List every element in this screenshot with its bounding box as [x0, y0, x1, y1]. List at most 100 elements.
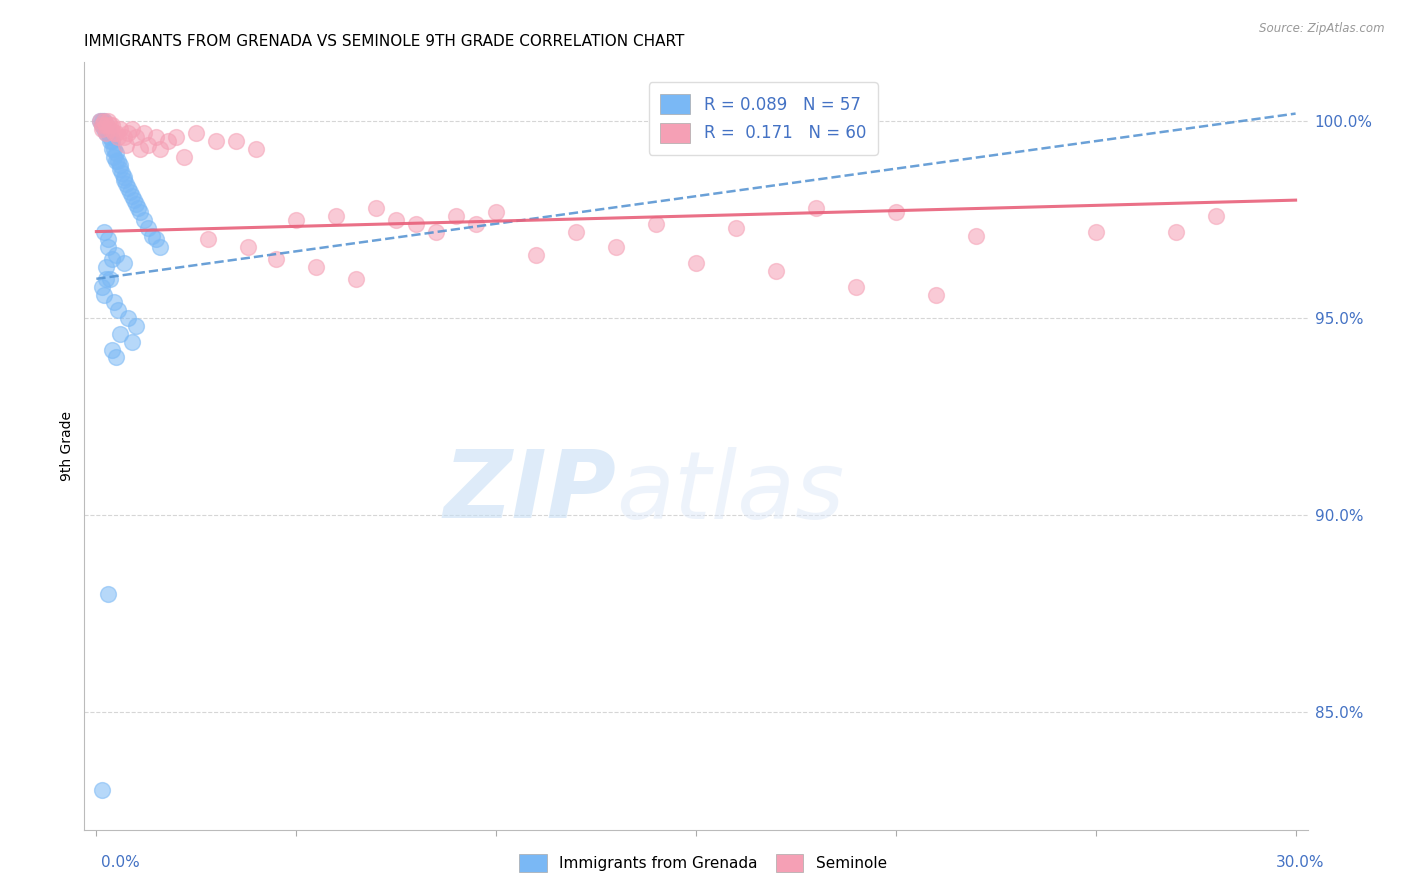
Point [136, 138, 159, 153]
Point [101, 142, 124, 156]
Legend: R = 0.089   N = 57, R =  0.171   N = 60: R = 0.089 N = 57, R = 0.171 N = 60 [648, 82, 877, 154]
Point [103, 150, 125, 164]
Point [91, 119, 114, 133]
Point [93, 225, 115, 239]
Point [111, 165, 134, 179]
Point [112, 169, 135, 184]
Point [101, 119, 124, 133]
Point [96, 260, 118, 274]
Point [96, 272, 118, 286]
Point [1205, 209, 1227, 223]
Point [344, 272, 367, 286]
Point [129, 142, 152, 156]
Point [110, 161, 132, 176]
Y-axis label: 9th Grade: 9th Grade [60, 411, 75, 481]
Point [96, 119, 118, 133]
Point [91, 279, 114, 293]
Point [110, 158, 132, 172]
Point [89, 114, 111, 128]
Point [103, 142, 125, 156]
Point [110, 122, 132, 136]
Point [465, 217, 488, 231]
Point [117, 311, 139, 326]
Point [925, 287, 948, 301]
Point [121, 334, 143, 349]
Point [93, 114, 115, 128]
Point [245, 142, 267, 156]
Point [103, 295, 125, 310]
Point [96, 119, 118, 133]
Point [96, 126, 118, 140]
Point [91, 119, 114, 133]
Point [91, 114, 114, 128]
Point [89, 114, 111, 128]
Point [105, 351, 128, 365]
Point [101, 134, 124, 148]
Point [325, 209, 347, 223]
Point [565, 225, 588, 239]
Point [121, 122, 143, 136]
Legend: Immigrants from Grenada, Seminole: Immigrants from Grenada, Seminole [512, 846, 894, 880]
Text: Source: ZipAtlas.com: Source: ZipAtlas.com [1260, 22, 1385, 36]
Point [645, 217, 668, 231]
Point [124, 193, 146, 207]
Point [205, 134, 228, 148]
Point [112, 173, 135, 187]
Point [149, 240, 172, 254]
Text: atlas: atlas [616, 447, 845, 538]
Point [91, 783, 114, 797]
Point [93, 114, 115, 128]
Point [103, 126, 125, 140]
Point [97, 122, 120, 136]
Point [605, 240, 627, 254]
Point [136, 220, 159, 235]
Text: 0.0%: 0.0% [101, 855, 141, 870]
Point [101, 343, 124, 357]
Point [965, 228, 987, 243]
Point [97, 126, 120, 140]
Text: 30.0%: 30.0% [1277, 855, 1324, 870]
Point [105, 248, 128, 262]
Point [120, 186, 142, 200]
Point [97, 240, 120, 254]
Point [110, 326, 132, 341]
Point [225, 134, 247, 148]
Point [425, 225, 447, 239]
Point [285, 212, 308, 227]
Point [186, 126, 208, 140]
Point [98, 119, 121, 133]
Point [93, 287, 115, 301]
Point [98, 134, 121, 148]
Point [305, 260, 328, 274]
Point [685, 256, 707, 270]
Point [127, 201, 149, 215]
Point [117, 126, 139, 140]
Point [97, 586, 120, 600]
Point [98, 122, 121, 136]
Point [107, 153, 129, 168]
Point [101, 252, 124, 267]
Text: ZIP: ZIP [443, 446, 616, 538]
Point [765, 264, 787, 278]
Point [134, 212, 156, 227]
Point [129, 205, 152, 219]
Point [884, 205, 907, 219]
Point [115, 138, 138, 153]
Point [96, 126, 118, 140]
Point [145, 232, 167, 246]
Point [97, 232, 120, 246]
Point [115, 178, 138, 192]
Point [121, 189, 143, 203]
Point [105, 126, 128, 140]
Point [105, 153, 128, 168]
Point [197, 232, 219, 246]
Point [107, 303, 129, 318]
Point [485, 205, 508, 219]
Point [141, 228, 163, 243]
Point [125, 197, 148, 211]
Point [366, 201, 388, 215]
Point [93, 122, 115, 136]
Point [238, 240, 260, 254]
Point [125, 130, 148, 145]
Point [1084, 225, 1107, 239]
